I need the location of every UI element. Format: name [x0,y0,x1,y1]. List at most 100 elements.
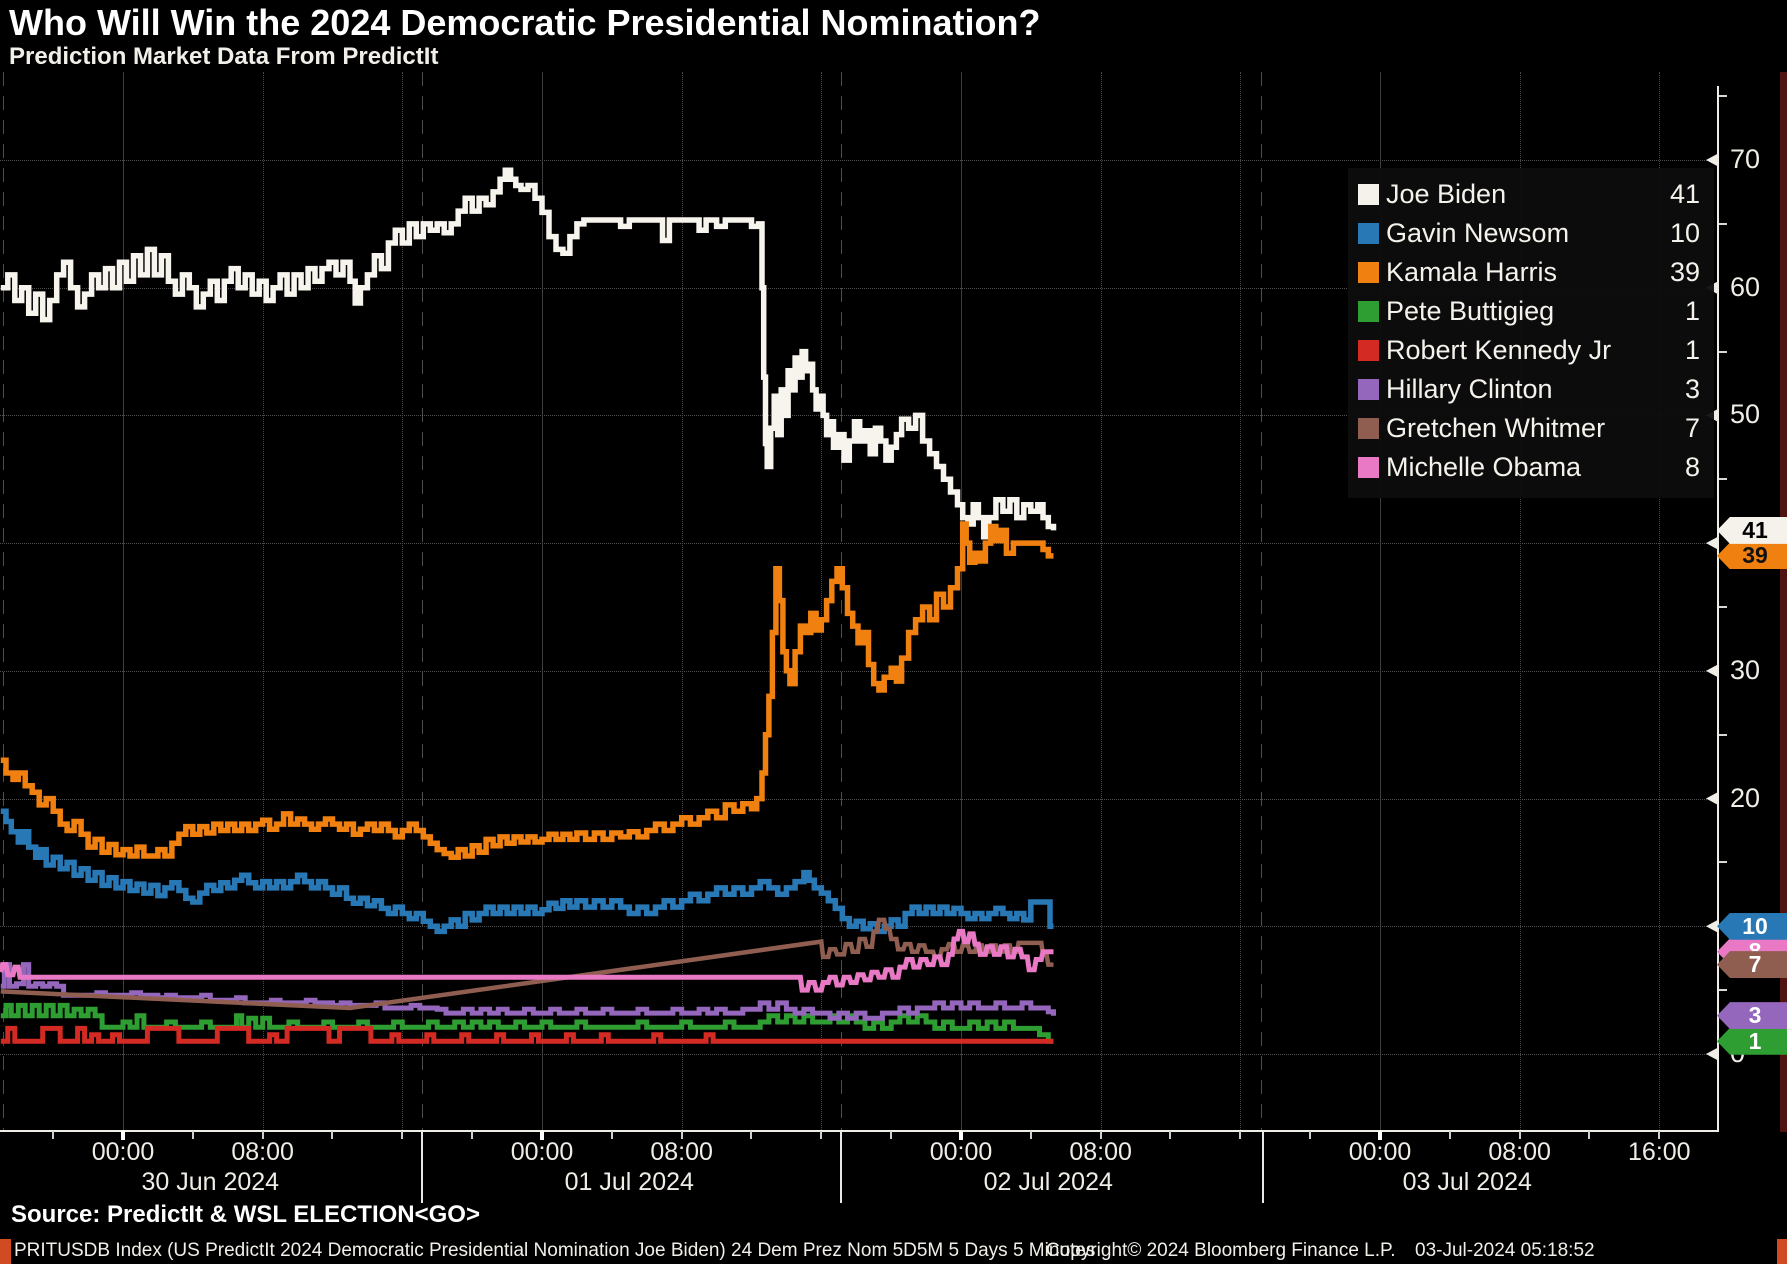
x-time-label: 16:00 [1628,1138,1691,1166]
footer-copyright: Copyright© 2024 Bloomberg Finance L.P. [1046,1240,1396,1261]
day-separator [840,72,842,1130]
legend-name: Gretchen Whitmer [1386,413,1606,443]
page-subtitle: Prediction Market Data From PredictIt [9,43,439,70]
x-minor-tick [1309,1131,1312,1139]
x-time-label: 00:00 [510,1138,574,1166]
h-gridline [0,415,1717,417]
x-minor-tick [261,1131,264,1139]
legend-swatch-icon [1358,262,1379,283]
legend-name: Kamala Harris [1386,257,1558,287]
y-axis-label: 30 [1730,654,1761,685]
x-minor-tick [610,1131,613,1139]
v-gridline-dotted [402,72,404,1130]
y-minor-tick [1719,733,1727,736]
x-date-label: 01 Jul 2024 [564,1168,694,1196]
bottom-right-marker [1777,1239,1787,1264]
x-major-tick [121,1131,125,1140]
v-gridline-midnight [123,72,124,1130]
x-time-label: 08:00 [1488,1138,1551,1166]
legend-item[interactable]: Gavin Newsom 10 [1348,214,1714,253]
v-gridline-dotted [821,72,823,1130]
x-time-label: 08:00 [1069,1138,1132,1166]
legend-item[interactable]: Gretchen Whitmer 7 [1348,409,1714,448]
series-line-gavin-newsom [0,808,1054,935]
h-gridline [0,287,1717,289]
legend-swatch-icon [1358,418,1379,439]
v-gridline-midnight [1379,72,1381,1130]
chart-legend: Joe Biden 41 Gavin Newsom 10 Kamala Harris 39… [1348,168,1714,498]
day-separator [421,72,423,1130]
x-minor-tick [1169,1131,1172,1139]
v-gridline-dotted [1519,72,1521,1130]
y-axis-label: 20 [1730,782,1761,813]
h-gridline [0,160,1717,161]
x-minor-tick [1099,1131,1102,1139]
legend-item[interactable]: Michelle Obama 8 [1348,448,1714,487]
x-minor-tick [52,1131,55,1139]
y-minor-tick [1719,95,1727,98]
series-line-robert-kennedy-jr [0,1025,1054,1044]
value-tag: 39 [1717,542,1787,570]
series-line-kamala-harris [0,521,1054,861]
legend-item[interactable]: Kamala Harris 39 [1348,253,1714,292]
x-time-label: 08:00 [231,1138,294,1166]
x-minor-tick [680,1131,683,1139]
series-line-joe-biden [0,167,1057,540]
x-minor-tick [820,1131,823,1139]
x-minor-tick [1658,1131,1661,1139]
legend-value: 39 [1669,257,1700,287]
x-minor-tick [1239,1131,1242,1139]
x-minor-tick [890,1131,893,1139]
x-date-label: 03 Jul 2024 [1402,1168,1532,1196]
x-minor-tick [750,1131,753,1139]
day-separator-below-axis [840,1131,842,1203]
day-separator [1261,72,1263,1130]
x-minor-tick [331,1131,334,1139]
legend-name: Pete Buttigieg [1386,296,1555,326]
x-major-tick [958,1131,963,1140]
legend-name: Joe Biden [1386,179,1507,209]
x-minor-tick [1029,1131,1032,1139]
legend-item[interactable]: Joe Biden 41 [1348,175,1714,214]
legend-value: 41 [1669,179,1700,209]
legend-item[interactable]: Hillary Clinton 3 [1348,370,1714,409]
series-line-hillary-clinton [0,962,1056,1021]
v-gridline-dotted [1659,72,1661,1130]
v-gridline-midnight [541,72,543,1130]
source-line: Source: PredictIt & WSL ELECTION<GO> [11,1201,480,1228]
h-gridline [0,798,1717,800]
legend-name: Gavin Newsom [1386,218,1570,248]
y-minor-tick [1719,222,1727,225]
h-gridline [0,670,1717,672]
day-separator [2,72,4,1130]
y-minor-tick [1719,350,1727,353]
legend-item[interactable]: Robert Kennedy Jr 1 [1348,331,1714,370]
legend-name: Hillary Clinton [1386,374,1553,404]
x-minor-tick [1448,1131,1451,1139]
legend-swatch-icon [1358,184,1379,205]
v-gridline-dotted [1240,72,1242,1130]
series-line-michelle-obama [0,928,1054,993]
x-major-tick [1377,1131,1382,1140]
plot-area[interactable] [0,0,1720,1130]
y-axis-label: 60 [1730,271,1761,302]
x-minor-tick [1518,1131,1521,1139]
legend-value: 10 [1669,218,1700,248]
bottom-left-marker [0,1239,11,1264]
legend-name: Robert Kennedy Jr [1386,335,1612,365]
y-minor-tick [1719,605,1727,608]
y-minor-tick [1719,861,1727,864]
page-title: Who Will Win the 2024 Democratic Preside… [9,2,1041,43]
y-axis-line [1717,86,1719,1132]
legend-item[interactable]: Pete Buttigieg 1 [1348,292,1714,331]
value-tag: 10 [1717,912,1787,940]
value-tag: 3 [1717,1002,1787,1030]
x-minor-tick [401,1131,404,1139]
footer-datetime: 03-Jul-2024 05:18:52 [1415,1240,1595,1261]
x-minor-tick [191,1131,194,1139]
value-tag: 41 [1717,516,1787,544]
legend-swatch-icon [1358,457,1379,478]
v-gridline-dotted [262,72,264,1130]
day-separator-below-axis [1262,1131,1264,1203]
x-minor-tick [471,1131,474,1139]
